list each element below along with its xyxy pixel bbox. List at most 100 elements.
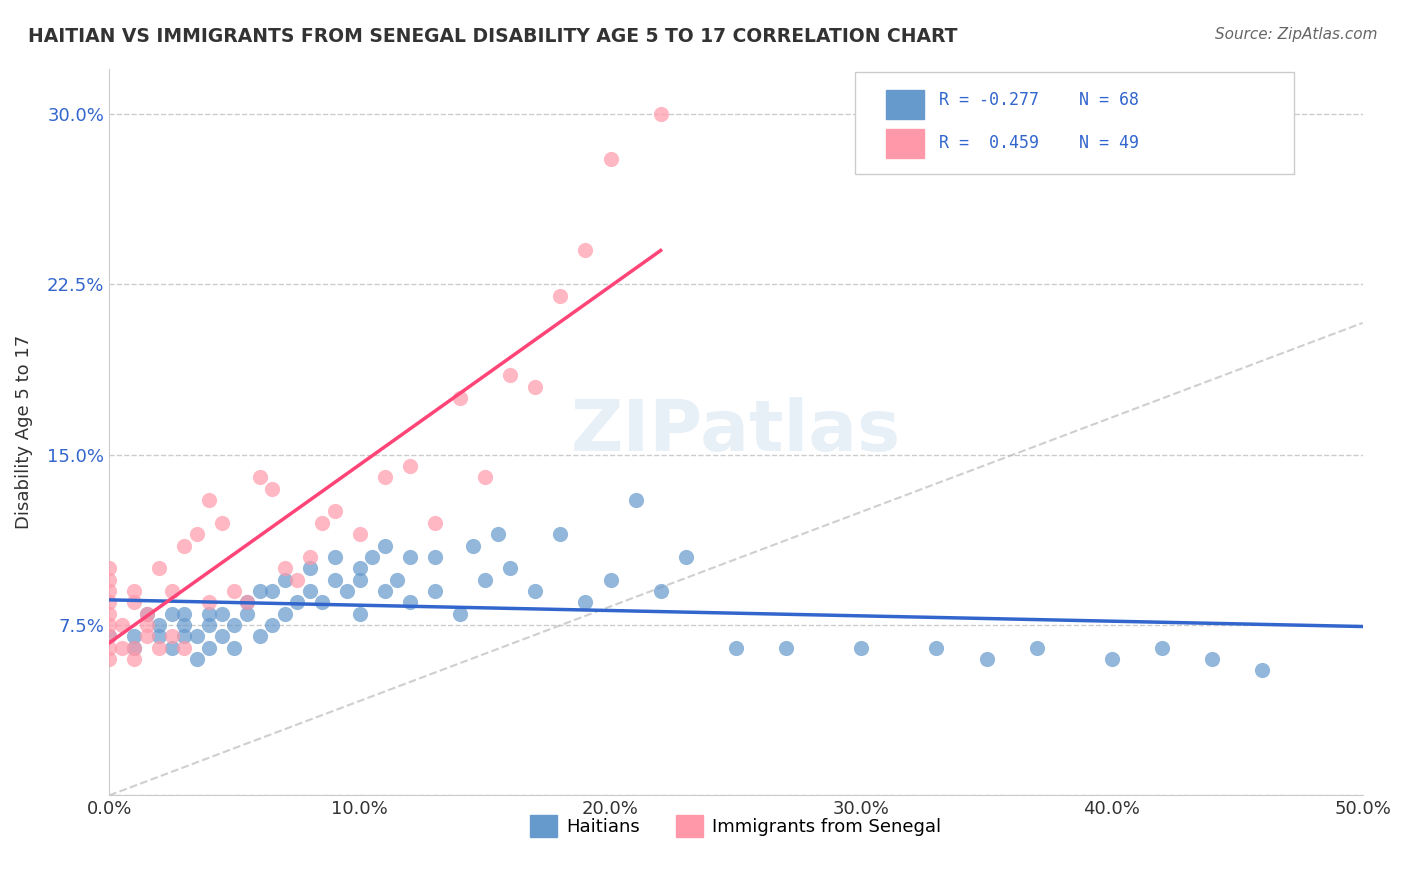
Point — [198, 493, 221, 508]
Point — [349, 527, 371, 541]
Point — [374, 470, 396, 484]
Point — [650, 107, 672, 121]
Point — [399, 595, 422, 609]
Text: Source: ZipAtlas.com: Source: ZipAtlas.com — [1215, 27, 1378, 42]
Text: ZIPatlas: ZIPatlas — [571, 398, 901, 467]
Point — [423, 584, 446, 599]
Point — [399, 549, 422, 564]
Point — [273, 561, 295, 575]
Point — [387, 573, 409, 587]
Point — [550, 288, 572, 302]
Y-axis label: Disability Age 5 to 17: Disability Age 5 to 17 — [15, 334, 32, 529]
Point — [198, 618, 221, 632]
Point — [211, 516, 233, 530]
Point — [98, 561, 121, 575]
Point — [160, 629, 183, 643]
Point — [349, 573, 371, 587]
Point — [173, 607, 195, 621]
Point — [98, 584, 121, 599]
Point — [173, 539, 195, 553]
Point — [524, 379, 547, 393]
Point — [624, 493, 647, 508]
Point — [374, 584, 396, 599]
Point — [236, 595, 259, 609]
Point — [262, 482, 284, 496]
Point — [98, 607, 121, 621]
Bar — [886, 90, 924, 120]
Text: R =  0.459    N = 49: R = 0.459 N = 49 — [939, 134, 1139, 152]
Point — [186, 527, 208, 541]
Point — [449, 607, 471, 621]
Point — [98, 629, 121, 643]
Point — [298, 561, 321, 575]
Point — [148, 640, 170, 655]
Point — [449, 391, 471, 405]
Point — [224, 640, 246, 655]
Point — [160, 607, 183, 621]
Text: HAITIAN VS IMMIGRANTS FROM SENEGAL DISABILITY AGE 5 TO 17 CORRELATION CHART: HAITIAN VS IMMIGRANTS FROM SENEGAL DISAB… — [28, 27, 957, 45]
Point — [273, 607, 295, 621]
Point — [148, 629, 170, 643]
Point — [98, 573, 121, 587]
Point — [1150, 640, 1173, 655]
Point — [122, 652, 145, 666]
Point — [349, 607, 371, 621]
Point — [262, 618, 284, 632]
Point — [98, 640, 121, 655]
Point — [122, 595, 145, 609]
Point — [499, 561, 522, 575]
Point — [148, 618, 170, 632]
Point — [198, 640, 221, 655]
Point — [236, 607, 259, 621]
Point — [650, 584, 672, 599]
Point — [160, 584, 183, 599]
Point — [98, 595, 121, 609]
Point — [336, 584, 359, 599]
Point — [135, 607, 157, 621]
Point — [1201, 652, 1223, 666]
Text: R = -0.277    N = 68: R = -0.277 N = 68 — [939, 91, 1139, 109]
Point — [461, 539, 484, 553]
Point — [98, 652, 121, 666]
Point — [186, 652, 208, 666]
Legend: Haitians, Immigrants from Senegal: Haitians, Immigrants from Senegal — [523, 808, 949, 845]
Point — [374, 539, 396, 553]
Point — [186, 629, 208, 643]
Point — [122, 629, 145, 643]
Point — [224, 584, 246, 599]
Point — [98, 618, 121, 632]
Point — [122, 584, 145, 599]
Point — [550, 527, 572, 541]
Point — [249, 470, 271, 484]
Point — [851, 640, 873, 655]
Point — [323, 504, 346, 518]
Point — [211, 607, 233, 621]
Point — [249, 584, 271, 599]
Point — [285, 573, 308, 587]
Point — [925, 640, 948, 655]
Point — [148, 561, 170, 575]
Point — [775, 640, 797, 655]
Point — [249, 629, 271, 643]
Point — [122, 640, 145, 655]
Point — [1025, 640, 1047, 655]
Point — [499, 368, 522, 383]
Point — [211, 629, 233, 643]
Point — [198, 595, 221, 609]
Point — [423, 516, 446, 530]
Point — [311, 595, 333, 609]
Point — [135, 618, 157, 632]
Point — [399, 458, 422, 473]
Point — [262, 584, 284, 599]
Point — [574, 244, 596, 258]
Point — [273, 573, 295, 587]
Point — [111, 618, 134, 632]
Point — [173, 629, 195, 643]
Point — [173, 640, 195, 655]
Point — [361, 549, 384, 564]
Point — [474, 470, 496, 484]
Point — [323, 549, 346, 564]
Point — [285, 595, 308, 609]
Point — [98, 629, 121, 643]
Point — [323, 573, 346, 587]
